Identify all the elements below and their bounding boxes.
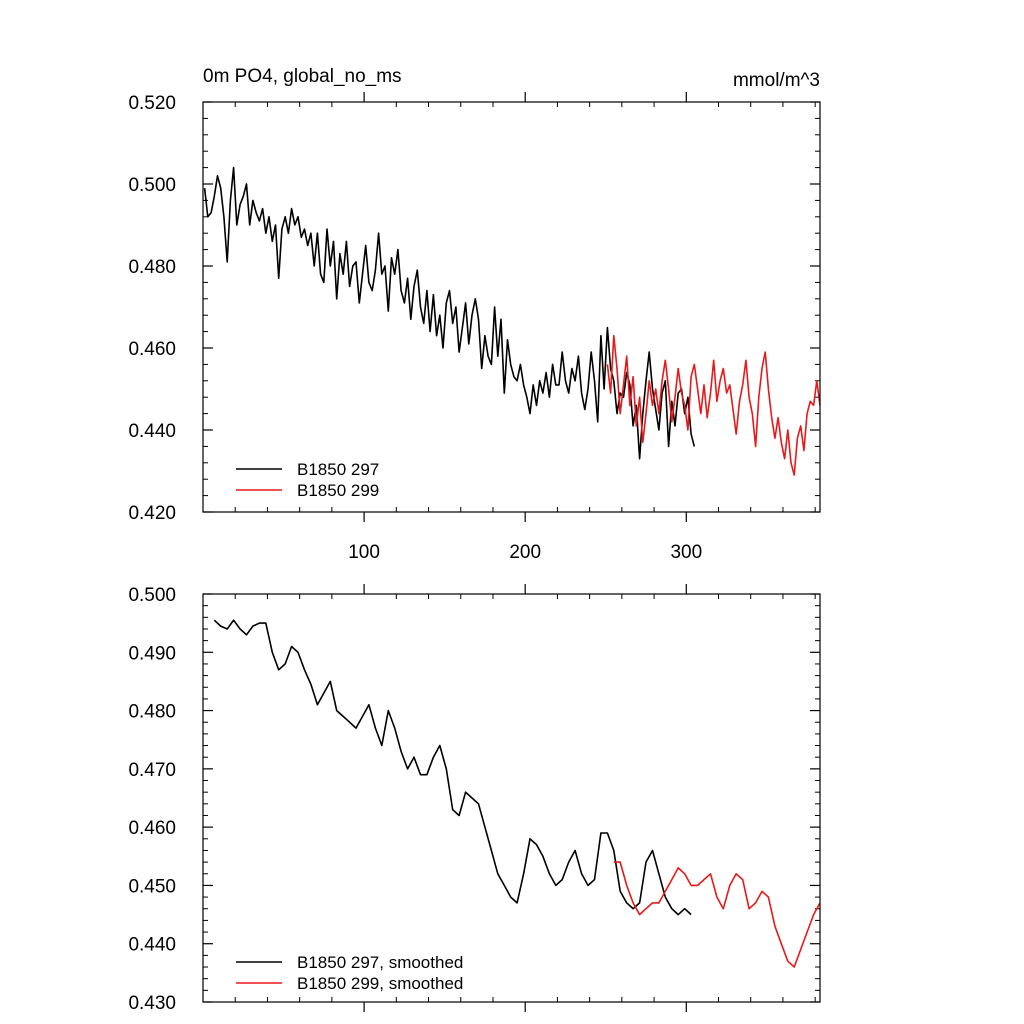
y-tick-label: 0.440 bbox=[128, 421, 176, 442]
legend-label-b1850-297: B1850 297 bbox=[297, 460, 379, 479]
legend-label-b1850-299: B1850 299 bbox=[297, 481, 379, 500]
y-tick-label: 0.430 bbox=[128, 993, 176, 1014]
y-tick-label: 0.450 bbox=[128, 876, 176, 897]
top-plot-units: mmol/m^3 bbox=[733, 70, 820, 91]
bottom-plot: 0.430 0.440 0.450 0.460 0.470 0.480 0.490 0.500… bbox=[128, 584, 821, 1014]
y-tick-label: 0.480 bbox=[128, 257, 176, 278]
legend-label-b1850-299-smoothed: B1850 299, smoothed bbox=[297, 974, 463, 993]
top-plot-tick-labels: 0.420 0.440 0.460 0.480 0.500 0.520 100 200 300 bbox=[128, 93, 702, 563]
y-tick-label: 0.460 bbox=[128, 339, 176, 360]
y-tick-label: 0.420 bbox=[128, 503, 176, 524]
y-tick-label: 0.520 bbox=[128, 93, 176, 114]
x-tick-label: 200 bbox=[509, 542, 541, 563]
legend-label-b1850-297-smoothed: B1850 297, smoothed bbox=[297, 953, 463, 972]
series-line-b1850-297-smoothed bbox=[213, 619, 692, 916]
y-tick-label: 0.500 bbox=[128, 175, 176, 196]
bottom-plot-series bbox=[213, 619, 821, 968]
y-tick-label: 0.480 bbox=[128, 702, 176, 723]
bottom-plot-tick-labels: 0.430 0.440 0.450 0.460 0.470 0.480 0.490 0.500 bbox=[128, 585, 176, 1014]
bottom-plot-legend: B1850 297, smoothed B1850 299, smoothed bbox=[236, 953, 463, 993]
top-plot-frame bbox=[202, 101, 821, 513]
x-tick-label: 300 bbox=[670, 542, 702, 563]
x-tick-label: 100 bbox=[348, 542, 380, 563]
y-tick-label: 0.500 bbox=[128, 585, 176, 606]
y-tick-label: 0.460 bbox=[128, 818, 176, 839]
top-plot-series bbox=[203, 166, 821, 476]
series-line-b1850-299 bbox=[606, 334, 821, 476]
series-line-b1850-297 bbox=[203, 166, 696, 460]
y-tick-label: 0.490 bbox=[128, 643, 176, 664]
top-plot-legend: B1850 297 B1850 299 bbox=[236, 460, 379, 500]
bottom-plot-frame bbox=[202, 593, 821, 1003]
y-tick-label: 0.440 bbox=[128, 935, 176, 956]
series-line-b1850-299-smoothed bbox=[613, 861, 821, 968]
top-plot-title: 0m PO4, global_no_ms bbox=[203, 66, 402, 87]
y-tick-label: 0.470 bbox=[128, 760, 176, 781]
top-plot: 0m PO4, global_no_ms mmol/m^3 0.420 0.440… bbox=[128, 66, 821, 563]
